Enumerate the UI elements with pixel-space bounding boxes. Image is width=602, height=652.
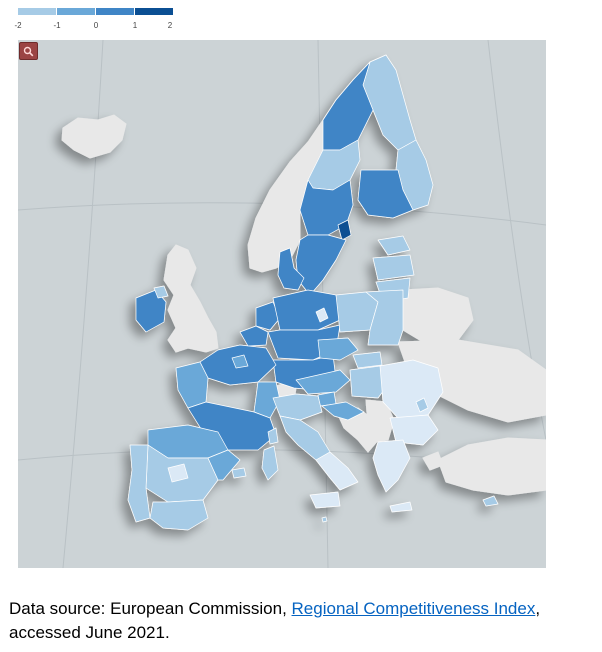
region-berlin[interactable] — [315, 307, 329, 323]
region-sweden-south[interactable] — [295, 234, 347, 296]
region-malta[interactable] — [321, 516, 328, 523]
region-denmark[interactable] — [277, 247, 305, 291]
region-corsica[interactable] — [267, 427, 279, 445]
region-baleares[interactable] — [231, 467, 247, 479]
legend-tick-low: -1 — [53, 21, 61, 30]
legend-tick-high: 1 — [132, 21, 138, 30]
legend-tick-min: -2 — [14, 21, 22, 30]
region-germany-north[interactable] — [272, 289, 341, 331]
region-croatia[interactable] — [321, 401, 365, 421]
region-finland-north[interactable] — [362, 54, 417, 151]
region-estonia[interactable] — [377, 235, 411, 256]
eu-regions[interactable] — [127, 54, 499, 531]
region-bucharest[interactable] — [415, 397, 429, 413]
region-austria[interactable] — [295, 369, 351, 395]
legend-tick-max: 2 — [167, 21, 173, 30]
region-belgium[interactable] — [239, 325, 269, 347]
region-france-east[interactable] — [253, 381, 281, 419]
legend-tick-mid: 0 — [93, 21, 99, 30]
region-finland-south[interactable] — [357, 169, 414, 219]
caption-prefix: Data source: European Commission, — [9, 599, 292, 618]
legend-bin-4 — [135, 8, 173, 15]
magnifier-icon — [23, 46, 34, 56]
region-italy-centre[interactable] — [279, 415, 331, 461]
region-sardinia[interactable] — [261, 445, 279, 481]
region-greece[interactable] — [372, 439, 411, 493]
region-spain-south[interactable] — [149, 499, 209, 531]
regional-competitiveness-index-link[interactable]: Regional Competitiveness Index — [291, 599, 536, 618]
region-cyprus[interactable] — [482, 495, 499, 507]
caption-accessed-date: accessed June 2021. — [9, 623, 170, 642]
region-bulgaria[interactable] — [389, 414, 439, 446]
region-portugal[interactable] — [127, 444, 151, 523]
legend-bin-3 — [96, 8, 134, 15]
region-france-west[interactable] — [175, 361, 209, 409]
region-paris[interactable] — [231, 354, 249, 369]
region-romania[interactable] — [379, 359, 444, 419]
legend-bin-2 — [57, 8, 95, 15]
data-source-caption: Data source: European Commission, Region… — [9, 597, 594, 645]
choropleth-map[interactable] — [18, 40, 546, 568]
turkey-thrace — [422, 451, 444, 471]
caption-suffix: , — [535, 599, 541, 618]
region-stockholm[interactable] — [337, 219, 352, 241]
region-latvia[interactable] — [372, 254, 415, 281]
region-czechia[interactable] — [317, 337, 359, 361]
iceland — [61, 114, 127, 159]
belarus — [402, 287, 474, 343]
region-netherlands[interactable] — [255, 301, 281, 331]
map-canvas[interactable] — [18, 40, 546, 568]
region-slovakia[interactable] — [352, 351, 383, 369]
great-britain — [163, 244, 219, 353]
region-northern-ireland[interactable] — [153, 285, 169, 299]
region-italy-south[interactable] — [315, 451, 359, 491]
region-madrid[interactable] — [167, 463, 189, 483]
region-sweden-north[interactable] — [322, 61, 374, 151]
legend-bin-1 — [18, 8, 56, 15]
legend: -2 -1 0 1 2 — [14, 8, 173, 32]
region-catalonia[interactable] — [207, 449, 241, 481]
zoom-button[interactable] — [19, 42, 38, 60]
turkey — [437, 437, 546, 496]
region-crete[interactable] — [389, 501, 413, 513]
region-poland-east[interactable] — [365, 289, 404, 346]
region-sicily[interactable] — [309, 491, 341, 509]
